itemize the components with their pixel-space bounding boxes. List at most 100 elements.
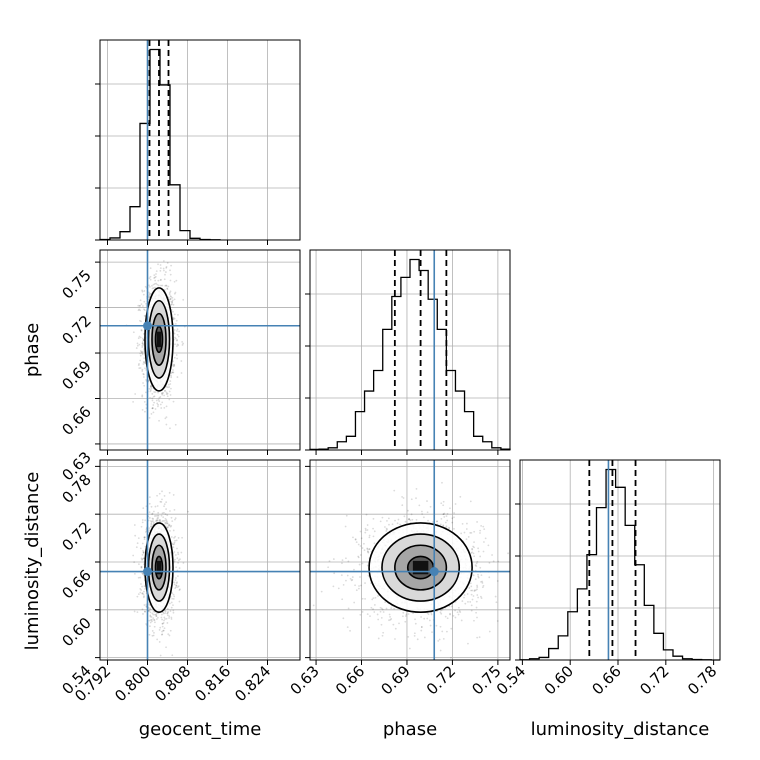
sample-point [442, 513, 445, 516]
sample-point [162, 629, 165, 632]
sample-point [154, 286, 156, 289]
sample-point [361, 611, 364, 613]
sample-point [178, 567, 181, 569]
sample-point [143, 595, 145, 598]
sample-point [152, 404, 155, 406]
sample-point [138, 343, 141, 346]
sample-point [159, 279, 162, 282]
sample-point [446, 519, 449, 522]
sample-point [150, 525, 152, 528]
hist-bar-luminosity_distance [549, 649, 559, 660]
sample-point [176, 376, 179, 378]
sample-point [473, 541, 475, 544]
sample-point [161, 630, 163, 633]
sample-point [160, 501, 163, 503]
sample-point [163, 495, 166, 497]
sample-point [420, 616, 422, 618]
sample-point [428, 619, 431, 622]
sample-point [167, 285, 170, 288]
sample-point [171, 237, 173, 239]
sample-point [139, 352, 142, 355]
panel-frame [309, 249, 511, 451]
sample-point [177, 551, 179, 554]
sample-point [153, 391, 156, 393]
sample-point [166, 612, 169, 614]
sample-point [516, 558, 518, 560]
sample-point [163, 394, 166, 397]
contour-line [151, 544, 167, 591]
panels: 0.54 0.60 0.66 0.72 0.780.630.660.690.720.75… [58, 39, 721, 705]
sample-point [364, 527, 367, 530]
panel-frame [99, 249, 301, 451]
sample-point [172, 546, 175, 549]
sample-point [176, 333, 179, 336]
sample-point [157, 279, 160, 282]
sample-point [412, 612, 414, 615]
sample-point [164, 271, 167, 273]
sample-point [175, 345, 178, 348]
sample-point [177, 344, 180, 347]
sample-point [172, 316, 175, 319]
sample-point [444, 521, 447, 524]
sample-point [364, 531, 367, 534]
sample-point [153, 515, 156, 517]
sample-point [162, 629, 165, 632]
sample-point [408, 647, 411, 650]
sample-point [142, 552, 145, 554]
sample-point [169, 290, 172, 293]
sample-point [142, 361, 145, 363]
sample-point [168, 291, 171, 294]
sample-point [492, 560, 495, 563]
sample-point [165, 646, 167, 649]
sample-point [368, 626, 370, 629]
hist-bar-phase [346, 436, 355, 450]
sample-point [177, 553, 180, 556]
histogram-step-luminosity_distance [519, 468, 720, 661]
sample-point [149, 386, 152, 388]
sample-point [495, 601, 498, 604]
sample-point [136, 344, 139, 347]
sample-point [138, 335, 141, 338]
sample-point [138, 563, 140, 566]
sample-point [471, 547, 473, 550]
histogram-panel-phase [305, 249, 511, 451]
sample-point [420, 629, 423, 632]
sample-point [154, 621, 156, 624]
sample-point [435, 624, 438, 627]
sample-point [453, 516, 455, 519]
sample-point [476, 560, 479, 563]
sample-point [166, 612, 169, 615]
sample-point [475, 600, 478, 603]
sample-point [180, 372, 183, 374]
hist-bar-phase [337, 442, 346, 450]
sample-point [470, 531, 473, 534]
sample-point [441, 630, 444, 633]
sample-point [166, 262, 169, 264]
sample-point [159, 520, 162, 523]
sample-point [399, 523, 401, 526]
sample-point [133, 561, 136, 563]
sample-point [141, 573, 144, 575]
sample-point [337, 587, 340, 590]
hist-bar-geocent_time [140, 123, 150, 240]
sample-point [142, 363, 145, 365]
sample-point [170, 536, 173, 538]
sample-point [151, 397, 154, 400]
sample-point [155, 399, 158, 402]
sample-point [466, 522, 468, 525]
sample-point [169, 295, 172, 297]
sample-point [473, 619, 475, 622]
x-tick-label: 0.800 [111, 662, 154, 705]
sample-point [162, 260, 165, 262]
sample-point [168, 634, 171, 637]
sample-point [149, 385, 152, 387]
sample-point [165, 393, 168, 395]
sample-point [156, 519, 158, 522]
sample-point [166, 287, 169, 290]
sample-point [159, 519, 161, 521]
sample-point [484, 537, 487, 540]
sample-point [379, 610, 382, 613]
sample-point [374, 596, 377, 599]
sample-point [149, 390, 152, 393]
sample-point [376, 613, 379, 616]
